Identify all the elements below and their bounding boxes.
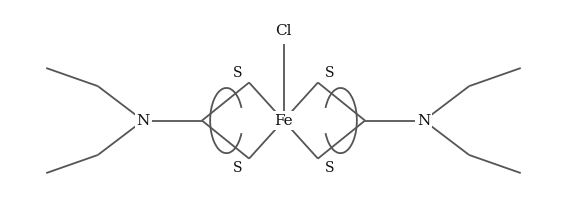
Text: S: S [232, 161, 242, 175]
Text: S: S [325, 66, 335, 81]
Text: Cl: Cl [275, 24, 292, 38]
Text: N: N [417, 114, 430, 128]
Text: S: S [232, 66, 242, 81]
Text: N: N [137, 114, 150, 128]
Text: S: S [325, 161, 335, 175]
Text: Fe: Fe [274, 114, 293, 128]
